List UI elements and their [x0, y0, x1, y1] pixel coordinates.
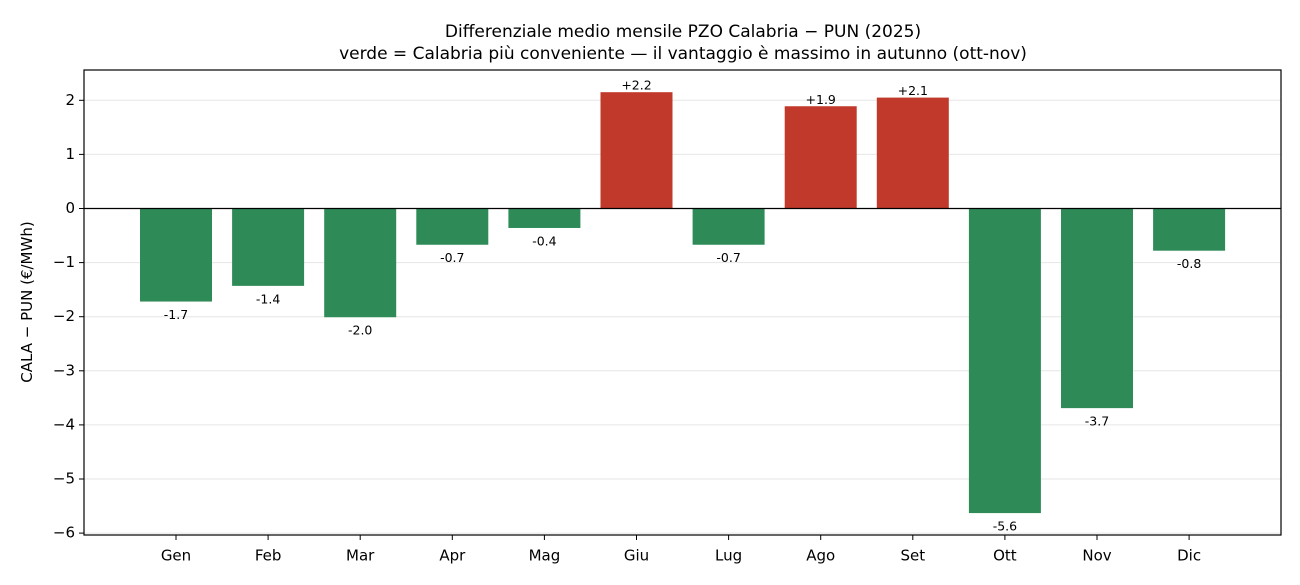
bar-ott	[968, 208, 1041, 514]
data-labels: -1.7 -1.4 -2.0 -0.7 -0.4 +2.2 -0.7 +1.9 +2.1 -5.6…	[164, 78, 1202, 534]
y-tick-label: −4	[53, 415, 75, 433]
x-tick-label: Lug	[715, 547, 742, 565]
bars	[140, 92, 1226, 514]
y-tick-label: 1	[65, 145, 75, 163]
bar-mag	[508, 208, 581, 228]
bar-apr	[416, 208, 489, 245]
data-label: -0.8	[1177, 256, 1201, 271]
axes: 2 1 0 −1 −2 −3 −4 −5 −6 Gen Feb Mar Apr Mag Giu Lug Ago S…	[53, 69, 1282, 565]
chart-subtitle: verde = Calabria più conveniente — il va…	[339, 44, 1027, 64]
x-tick-label: Nov	[1082, 547, 1111, 565]
data-label: +1.9	[806, 92, 836, 107]
y-tick-label: −2	[53, 307, 75, 325]
y-axis-label: CALA − PUN (€/MWh)	[18, 221, 36, 382]
x-tick-label: Mag	[529, 547, 561, 565]
bar-feb	[232, 208, 305, 286]
bar-gen	[140, 208, 212, 302]
y-tick-label: 0	[65, 199, 75, 217]
x-tick-label: Mar	[346, 547, 375, 565]
data-label: -5.6	[993, 519, 1017, 534]
data-label: +2.1	[898, 83, 928, 98]
bar-mar	[324, 208, 397, 318]
bar-dic	[1153, 208, 1226, 251]
bar-nov	[1061, 208, 1133, 409]
x-tick-label: Ott	[993, 547, 1017, 565]
x-tick-label: Dic	[1177, 547, 1201, 565]
x-tick-label: Giu	[624, 547, 649, 565]
bar-giu	[600, 92, 673, 209]
x-tick-label: Set	[900, 547, 925, 565]
y-tick-label: −5	[53, 470, 75, 488]
y-tick-label: 2	[65, 91, 75, 109]
y-tick-label: −1	[53, 253, 75, 271]
chart-title: Differenziale medio mensile PZO Calabria…	[445, 22, 921, 42]
x-tick-label: Feb	[255, 547, 282, 565]
data-label: -1.4	[256, 291, 280, 306]
bar-lug	[692, 208, 765, 245]
bar-set	[876, 97, 949, 209]
data-label: -0.7	[440, 250, 464, 265]
bar-ago	[784, 106, 857, 209]
data-label: -2.0	[348, 323, 372, 338]
y-tick-label: −6	[53, 524, 75, 542]
x-tick-label: Gen	[161, 547, 191, 565]
plot-frame	[83, 69, 1282, 536]
data-label: -1.7	[164, 307, 188, 322]
y-tick-label: −3	[53, 361, 75, 379]
x-tick-label: Apr	[439, 547, 466, 565]
data-label: -0.7	[716, 250, 740, 265]
data-label: -0.4	[532, 233, 556, 248]
x-tick-label: Ago	[806, 547, 835, 565]
data-label: -3.7	[1085, 414, 1109, 429]
data-label: +2.2	[621, 78, 651, 93]
